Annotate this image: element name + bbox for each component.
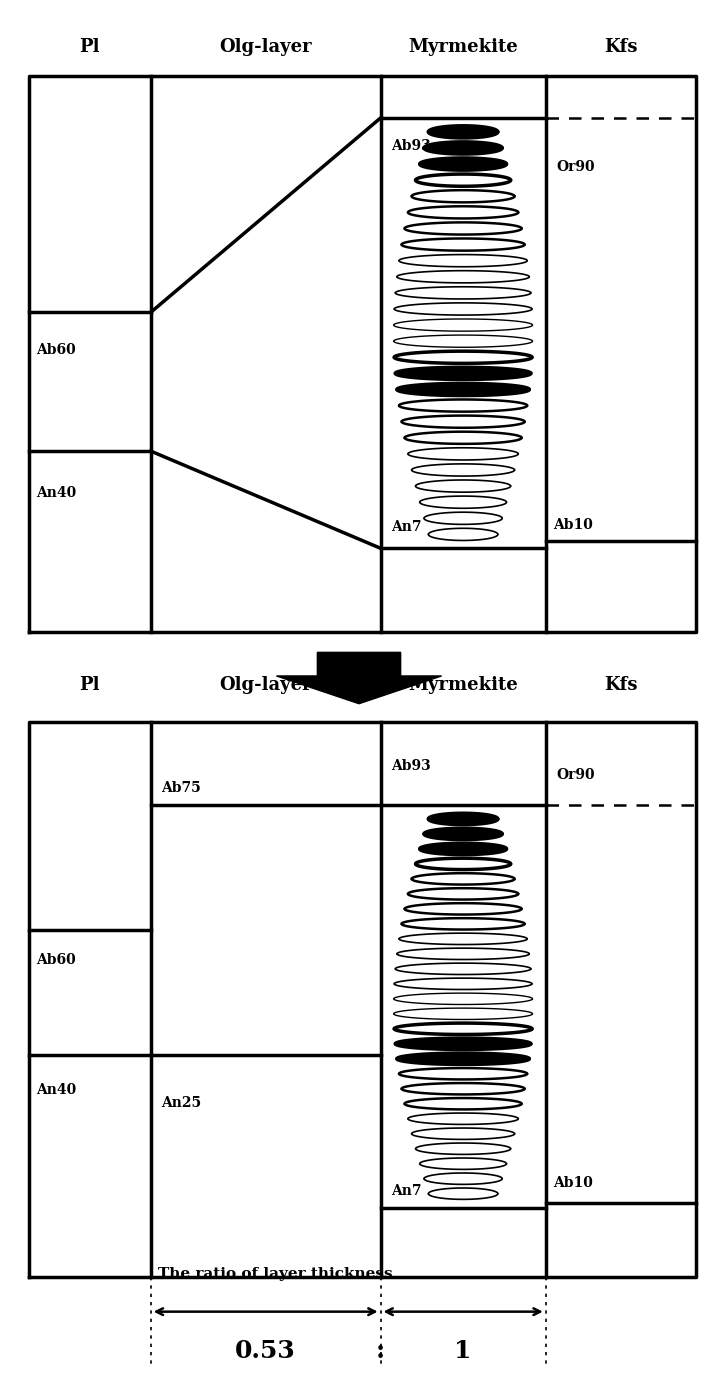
- Text: Ab75: Ab75: [162, 781, 201, 795]
- Text: Or90: Or90: [556, 768, 595, 781]
- Text: Ab60: Ab60: [36, 954, 75, 967]
- Text: An7: An7: [391, 1184, 421, 1198]
- Text: :: :: [376, 1339, 385, 1363]
- Text: Olg-layer: Olg-layer: [219, 676, 312, 694]
- Polygon shape: [276, 652, 442, 704]
- Text: Ab10: Ab10: [553, 1176, 593, 1190]
- Text: Ab60: Ab60: [36, 343, 75, 357]
- Text: Ab93: Ab93: [391, 139, 431, 153]
- Text: Kfs: Kfs: [605, 676, 638, 694]
- Text: Or90: Or90: [556, 160, 595, 174]
- Text: 0.53: 0.53: [236, 1339, 296, 1363]
- Text: Ab93: Ab93: [391, 759, 431, 773]
- Text: Ab10: Ab10: [553, 518, 593, 532]
- Text: An25: An25: [162, 1097, 202, 1110]
- Text: Pl: Pl: [80, 37, 100, 56]
- Text: An40: An40: [36, 486, 76, 500]
- Text: Olg-layer: Olg-layer: [219, 37, 312, 56]
- Text: Kfs: Kfs: [605, 37, 638, 56]
- Text: An40: An40: [36, 1083, 76, 1097]
- Text: An7: An7: [391, 520, 421, 534]
- Text: Pl: Pl: [80, 676, 100, 694]
- Text: 1: 1: [454, 1339, 472, 1363]
- Text: The ratio of layer thickness: The ratio of layer thickness: [158, 1267, 393, 1281]
- Text: Myrmekite: Myrmekite: [409, 676, 518, 694]
- Text: Myrmekite: Myrmekite: [409, 37, 518, 56]
